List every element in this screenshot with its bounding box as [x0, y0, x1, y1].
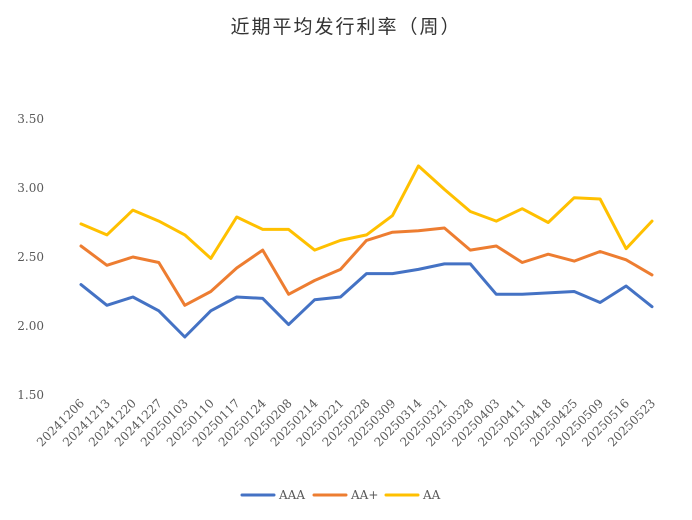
data-point — [521, 207, 524, 210]
data-point — [625, 258, 628, 261]
data-point — [313, 298, 316, 301]
series-line-aaa — [79, 262, 654, 339]
data-point — [495, 293, 498, 296]
data-point — [547, 291, 550, 294]
data-point — [209, 257, 212, 260]
data-point — [235, 296, 238, 299]
data-point — [209, 290, 212, 293]
data-point — [651, 305, 654, 308]
legend: AAA AA+ AA — [240, 488, 441, 502]
y-tick-label: 1.50 — [17, 388, 44, 402]
data-point — [469, 262, 472, 265]
data-point — [469, 210, 472, 213]
data-point — [313, 249, 316, 252]
legend-label: AA — [422, 488, 441, 502]
data-point — [443, 262, 446, 265]
data-point — [183, 304, 186, 307]
data-point — [105, 264, 108, 267]
data-point — [183, 336, 186, 339]
series-line-aa-plus — [79, 226, 654, 307]
data-point — [287, 228, 290, 231]
chart-title: 近期平均发行利率（周） — [230, 16, 461, 38]
data-point — [521, 261, 524, 264]
data-point — [469, 249, 472, 252]
data-point — [599, 250, 602, 253]
y-tick-label: 2.00 — [17, 319, 44, 333]
data-point — [625, 284, 628, 287]
data-point — [495, 220, 498, 223]
data-point — [339, 296, 342, 299]
data-point — [365, 272, 368, 275]
data-point — [287, 293, 290, 296]
data-point — [79, 283, 82, 286]
data-point — [235, 267, 238, 270]
data-point — [651, 220, 654, 223]
data-point — [599, 301, 602, 304]
data-point — [261, 228, 264, 231]
y-tick-label: 3.50 — [17, 112, 44, 126]
data-point — [157, 220, 160, 223]
data-point — [131, 256, 134, 259]
data-point — [417, 229, 420, 232]
data-point — [339, 239, 342, 242]
data-point — [417, 268, 420, 271]
data-point — [391, 272, 394, 275]
data-point — [365, 239, 368, 242]
data-point — [521, 293, 524, 296]
data-point — [131, 296, 134, 299]
data-point — [573, 290, 576, 293]
data-point — [599, 198, 602, 201]
legend-label: AAA — [278, 488, 305, 502]
data-point — [261, 297, 264, 300]
data-point — [261, 249, 264, 252]
data-point — [287, 323, 290, 326]
data-point — [313, 279, 316, 282]
data-point — [131, 209, 134, 212]
series-line-aa — [79, 164, 654, 260]
data-point — [391, 231, 394, 234]
data-point — [157, 309, 160, 312]
legend-label: AA+ — [350, 488, 378, 502]
data-point — [339, 268, 342, 271]
y-tick-label: 3.00 — [17, 181, 44, 195]
data-point — [495, 244, 498, 247]
y-axis-tick-labels: 1.50 2.00 2.50 3.00 3.50 — [17, 112, 44, 402]
data-point — [443, 188, 446, 191]
data-point — [547, 221, 550, 224]
data-point — [183, 233, 186, 236]
data-point — [235, 215, 238, 218]
data-point — [79, 244, 82, 247]
data-point — [573, 260, 576, 263]
data-point — [417, 164, 420, 167]
data-point — [547, 253, 550, 256]
data-point — [443, 227, 446, 230]
data-point — [391, 214, 394, 217]
data-point — [651, 273, 654, 276]
data-point — [209, 309, 212, 312]
data-point — [573, 196, 576, 199]
data-point — [625, 247, 628, 250]
data-point — [79, 222, 82, 225]
data-point — [157, 261, 160, 264]
x-axis-tick-labels: 2024120620241213202412202024122720250103… — [34, 396, 658, 449]
data-point — [105, 233, 108, 236]
data-point — [365, 233, 368, 236]
y-tick-label: 2.50 — [17, 250, 44, 264]
series-lines — [79, 164, 654, 339]
data-point — [105, 304, 108, 307]
